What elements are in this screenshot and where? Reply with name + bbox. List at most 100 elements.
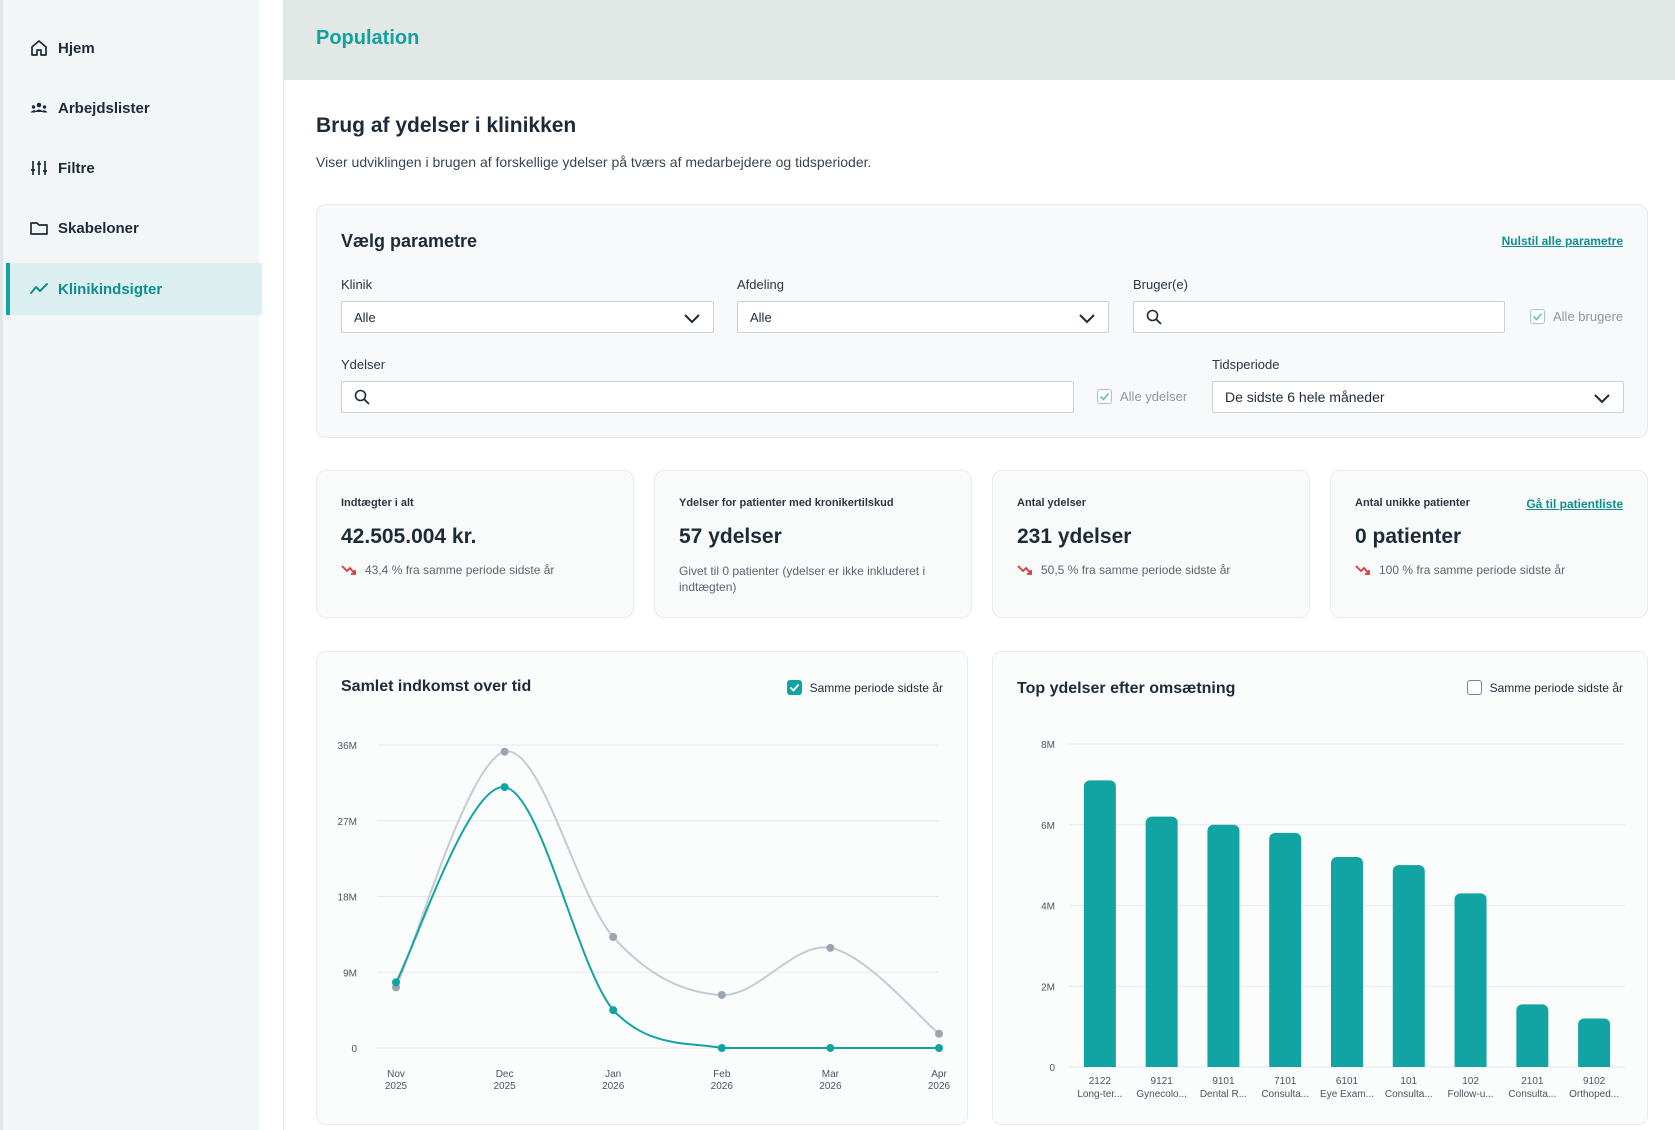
search-icon: [354, 389, 370, 405]
checkbox-checked-icon: [1097, 389, 1112, 404]
bar-base: [1145, 1061, 1178, 1067]
sidebar-item-skabeloner[interactable]: Skabeloner: [6, 202, 262, 254]
x-tick-label: Orthoped...: [1569, 1089, 1619, 1100]
y-tick-label: 4M: [1041, 902, 1055, 913]
sidebar-item-klinikindsigter[interactable]: Klinikindsigter: [6, 263, 262, 315]
alle-ydelser-checkbox[interactable]: Alle ydelser: [1097, 389, 1187, 404]
klinik-select[interactable]: Alle: [341, 301, 714, 333]
x-tick-label: 2026: [928, 1081, 951, 1092]
x-tick-label: 2025: [493, 1081, 516, 1092]
chevron-down-icon: [1594, 394, 1610, 404]
same-period-checkbox[interactable]: Samme periode sidste år: [786, 680, 943, 695]
afdeling-value: Alle: [750, 309, 772, 325]
sidebar-item-arbejdslister[interactable]: Arbejdslister: [6, 82, 262, 134]
previous-year-series-point: [609, 932, 618, 941]
trend-icon: [28, 278, 50, 300]
bar-base: [1516, 1061, 1549, 1067]
bar-base: [1454, 1061, 1487, 1067]
card-value: 0 patienter: [1355, 525, 1462, 548]
checkbox-checked-icon: [786, 680, 802, 695]
bar: [1269, 832, 1302, 1067]
klinik-value: Alle: [354, 309, 376, 325]
patient-list-link[interactable]: Gå til patientliste: [1526, 497, 1623, 511]
parameters-title: Vælg parametre: [341, 231, 478, 251]
top-services-chart-panel: Top ydelser efter omsætning Samme period…: [992, 651, 1648, 1125]
current-series-line: [395, 786, 939, 1049]
income-line-chart: 09M18M27M36MNov2025Dec2025Jan2026Feb2026…: [338, 741, 951, 1092]
bar: [1454, 893, 1487, 1067]
bar-base: [1207, 1061, 1240, 1067]
card-subtext-label: 50,5 % fra samme periode sidste år: [1041, 563, 1231, 577]
card-subtext-label: 43,4 % fra samme periode sidste år: [365, 563, 555, 577]
x-tick-label: Gynecolo...: [1136, 1089, 1187, 1100]
y-tick-label: 18M: [338, 893, 357, 904]
same-period-checkbox[interactable]: Samme periode sidste år: [1466, 680, 1623, 695]
x-tick-label: Apr: [931, 1069, 947, 1080]
current-series-point: [826, 1044, 835, 1052]
sidebar-item-hjem[interactable]: Hjem: [6, 22, 262, 74]
x-tick-label: 9102: [1583, 1076, 1606, 1087]
bar-base: [1392, 1061, 1425, 1067]
chronic-card: Ydelser for patienter med kronikertilsku…: [654, 470, 972, 618]
x-tick-label: Consulta...: [1508, 1089, 1556, 1100]
x-tick-label: 9121: [1151, 1076, 1174, 1087]
x-tick-label: Dental R...: [1200, 1089, 1247, 1100]
card-title: Indtægter i alt: [341, 497, 414, 509]
card-subtext: 43,4 % fra samme periode sidste år: [341, 563, 554, 577]
x-tick-label: 2026: [602, 1081, 625, 1092]
y-tick-label: 8M: [1041, 740, 1055, 751]
bar: [1578, 1018, 1611, 1067]
card-title: Antal ydelser: [1017, 497, 1087, 509]
previous-year-series-point: [717, 990, 726, 999]
bruger-label: Bruger(e): [1133, 277, 1188, 292]
current-series-point: [935, 1044, 943, 1052]
current-series-point: [500, 783, 509, 792]
checkbox-checked-icon: [1530, 309, 1545, 324]
same-period-label: Samme periode sidste år: [809, 680, 943, 695]
chart-title: Top ydelser efter omsætning: [1017, 680, 1236, 697]
afdeling-select[interactable]: Alle: [737, 301, 1109, 333]
sidebar-item-label: Filtre: [58, 159, 95, 177]
trend-down-icon: [1017, 565, 1032, 575]
tidsperiode-select[interactable]: De sidste 6 hele måneder: [1212, 381, 1624, 413]
x-tick-label: 2026: [819, 1081, 842, 1092]
sidebar-item-label: Skabeloner: [58, 219, 139, 237]
content-divider: [283, 0, 284, 1130]
alle-brugere-label: Alle brugere: [1553, 309, 1624, 324]
x-tick-label: Nov: [387, 1069, 405, 1080]
bar-base: [1083, 1061, 1116, 1067]
card-subtext: Givet til 0 patienter (ydelser er ikke i…: [679, 564, 926, 594]
card-subtext: 50,5 % fra samme periode sidste år: [1017, 563, 1230, 577]
patients-card: Antal unikke patienter Gå til patientlis…: [1330, 470, 1648, 618]
ydelser-label: Ydelser: [341, 357, 386, 372]
current-series-point: [392, 978, 400, 987]
ydelser-search-input[interactable]: [341, 381, 1074, 413]
bar-base: [1578, 1061, 1611, 1067]
x-tick-label: 102: [1462, 1076, 1479, 1087]
x-tick-label: Mar: [822, 1069, 840, 1080]
current-series-point: [609, 1006, 618, 1015]
alle-brugere-checkbox[interactable]: Alle brugere: [1530, 309, 1623, 324]
bar: [1392, 865, 1425, 1067]
checkbox-unchecked-icon: [1466, 680, 1482, 695]
sidebar-item-label: Arbejdslister: [58, 99, 150, 117]
trend-down-icon: [341, 565, 356, 575]
previous-year-series-point: [935, 1029, 943, 1038]
search-icon: [1146, 309, 1162, 325]
bar: [1207, 824, 1240, 1067]
x-tick-label: Follow-u...: [1447, 1089, 1493, 1100]
bruger-search-input[interactable]: [1133, 301, 1505, 333]
top-services-bar-chart: 0 2M 4M 6M 8M 2122 Long-ter... 9121 Gynecolo... 9…: [1041, 740, 1625, 1100]
page-header: Population: [284, 0, 1675, 80]
income-chart-panel: Samlet indkomst over tid Samme periode s…: [316, 651, 968, 1125]
card-subtext: 100 % fra samme periode sidste år: [1355, 563, 1565, 577]
reset-parameters-link[interactable]: Nulstil alle parametre: [1501, 234, 1623, 248]
x-tick-label: 9101: [1212, 1076, 1235, 1087]
same-period-label: Samme periode sidste år: [1489, 680, 1623, 695]
sidebar: Hjem Arbejdslister Filtre Skabeloner Kli…: [0, 0, 262, 1130]
chevron-down-icon: [1079, 314, 1095, 324]
sidebar-item-filtre[interactable]: Filtre: [6, 142, 262, 194]
y-tick-label: 6M: [1041, 821, 1055, 832]
previous-year-series-point: [826, 943, 835, 952]
trend-down-icon: [1355, 565, 1370, 575]
